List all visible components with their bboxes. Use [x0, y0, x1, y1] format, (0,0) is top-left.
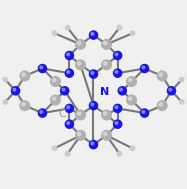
- Circle shape: [103, 132, 107, 136]
- Circle shape: [103, 62, 107, 65]
- Circle shape: [103, 112, 107, 115]
- Circle shape: [3, 100, 7, 104]
- Circle shape: [65, 152, 70, 156]
- Circle shape: [76, 110, 85, 120]
- Circle shape: [65, 104, 73, 112]
- Circle shape: [65, 69, 73, 77]
- Circle shape: [167, 87, 176, 95]
- Circle shape: [67, 70, 70, 74]
- Circle shape: [52, 146, 57, 151]
- Circle shape: [169, 88, 172, 91]
- Text: N: N: [100, 87, 109, 97]
- Circle shape: [91, 71, 94, 74]
- Circle shape: [51, 77, 60, 86]
- Circle shape: [40, 111, 43, 113]
- Circle shape: [61, 87, 69, 95]
- Circle shape: [65, 26, 70, 30]
- Circle shape: [115, 122, 118, 125]
- Circle shape: [11, 87, 20, 95]
- Circle shape: [142, 66, 145, 69]
- Circle shape: [20, 71, 30, 81]
- Circle shape: [159, 103, 163, 106]
- Circle shape: [20, 101, 30, 110]
- Circle shape: [128, 97, 132, 100]
- Circle shape: [102, 131, 111, 140]
- Circle shape: [76, 131, 85, 140]
- Circle shape: [120, 88, 122, 91]
- Circle shape: [22, 103, 25, 106]
- Circle shape: [114, 104, 122, 112]
- Circle shape: [159, 73, 163, 76]
- Circle shape: [89, 31, 98, 39]
- Circle shape: [117, 152, 122, 156]
- Circle shape: [157, 101, 167, 110]
- Circle shape: [140, 64, 149, 73]
- Circle shape: [52, 31, 57, 36]
- Circle shape: [115, 53, 118, 56]
- Circle shape: [114, 51, 122, 60]
- Circle shape: [77, 112, 81, 115]
- Circle shape: [67, 53, 70, 56]
- Circle shape: [117, 26, 122, 30]
- Circle shape: [140, 109, 149, 117]
- Circle shape: [76, 60, 85, 70]
- Circle shape: [130, 146, 135, 151]
- Circle shape: [157, 71, 167, 81]
- Circle shape: [89, 101, 98, 110]
- Circle shape: [65, 51, 73, 60]
- Circle shape: [127, 95, 136, 105]
- Circle shape: [180, 77, 184, 82]
- Circle shape: [52, 97, 56, 100]
- Circle shape: [3, 77, 7, 82]
- Circle shape: [114, 69, 122, 77]
- Circle shape: [40, 66, 43, 69]
- Circle shape: [38, 109, 47, 117]
- Circle shape: [76, 40, 85, 49]
- Circle shape: [128, 78, 132, 82]
- Circle shape: [89, 141, 98, 149]
- Circle shape: [77, 132, 81, 136]
- Circle shape: [67, 106, 70, 109]
- Circle shape: [91, 103, 94, 106]
- Circle shape: [51, 95, 60, 105]
- Circle shape: [142, 111, 145, 113]
- Circle shape: [115, 70, 118, 74]
- Circle shape: [115, 106, 118, 109]
- Circle shape: [118, 87, 126, 95]
- Circle shape: [102, 40, 111, 49]
- Circle shape: [22, 73, 25, 76]
- Circle shape: [91, 33, 94, 35]
- Circle shape: [62, 88, 65, 91]
- Circle shape: [130, 31, 135, 36]
- Circle shape: [102, 110, 111, 120]
- Circle shape: [91, 142, 94, 145]
- Circle shape: [13, 88, 16, 91]
- Circle shape: [89, 70, 98, 78]
- Circle shape: [114, 120, 122, 128]
- Circle shape: [52, 78, 56, 82]
- Circle shape: [38, 64, 47, 73]
- Circle shape: [103, 41, 107, 45]
- Circle shape: [77, 62, 81, 65]
- Circle shape: [77, 41, 81, 45]
- Circle shape: [127, 77, 136, 86]
- Circle shape: [180, 100, 184, 104]
- Circle shape: [65, 120, 73, 128]
- Circle shape: [102, 60, 111, 70]
- Text: C: C: [58, 109, 66, 119]
- Circle shape: [67, 122, 70, 125]
